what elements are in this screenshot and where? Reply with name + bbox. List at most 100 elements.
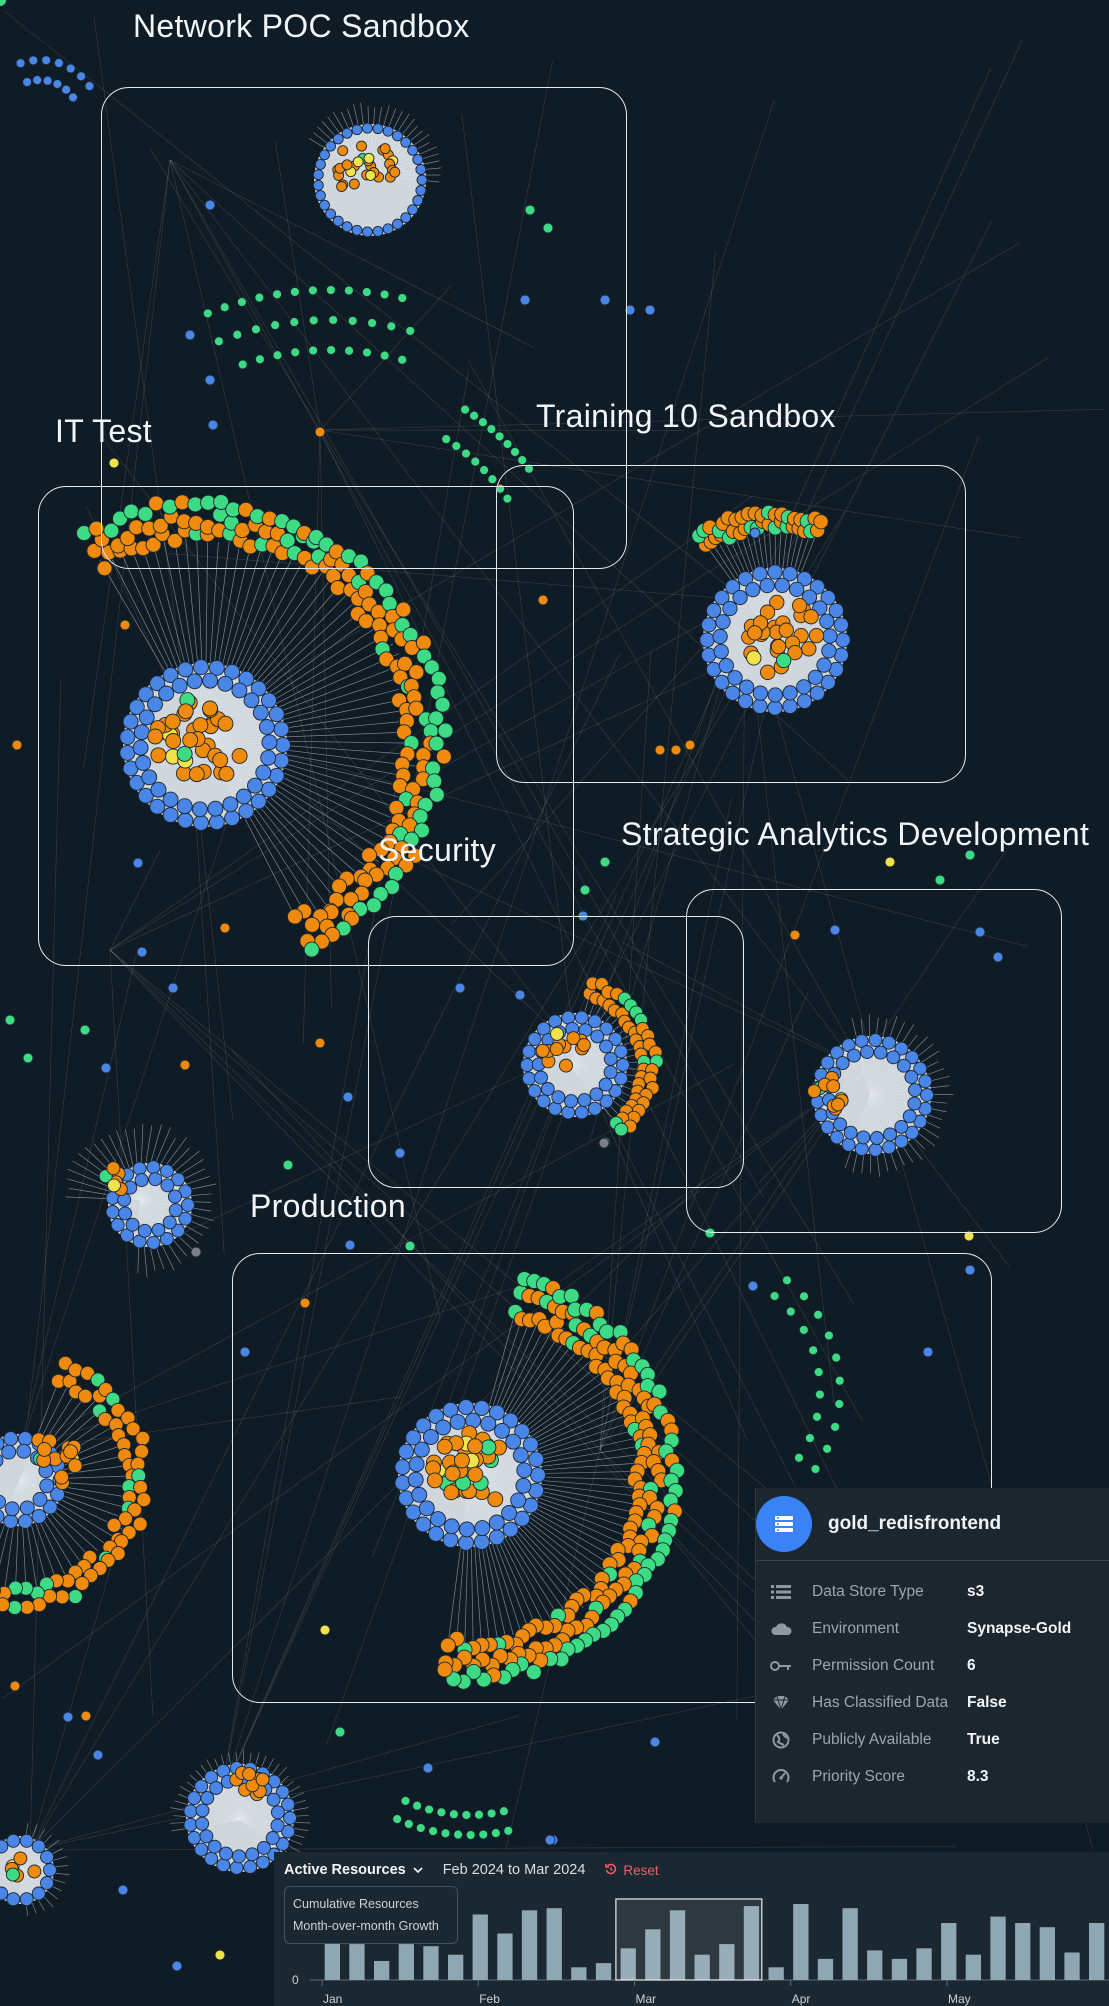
graph-node (171, 1960, 183, 1972)
group-label-production[interactable]: Production (250, 1188, 406, 1224)
timeline-bar (842, 1908, 858, 1980)
graph-node (451, 441, 462, 451)
graph-node (590, 1029, 605, 1044)
graph-node (831, 1352, 842, 1363)
graph-node (767, 564, 783, 580)
graph-node (722, 600, 738, 617)
graph-node (117, 1884, 129, 1896)
graph-node (470, 456, 481, 467)
graph-node (501, 1505, 518, 1521)
graph-node (453, 1452, 470, 1469)
cluster-left-lower (0, 1355, 152, 1615)
graph-node (178, 1211, 193, 1226)
gem-icon (768, 1693, 794, 1713)
graph-node (286, 908, 303, 925)
group-box-production[interactable] (232, 1253, 992, 1703)
graph-node (76, 71, 87, 82)
graph-node (829, 1130, 844, 1145)
reset-button[interactable]: Reset (605, 1863, 659, 1878)
timeline-bar (1089, 1923, 1105, 1980)
graph-node (332, 133, 344, 145)
graph-node (84, 81, 95, 92)
metric-option-cumulative[interactable]: Cumulative Resources (293, 1897, 419, 1911)
graph-node (67, 1458, 83, 1474)
edge-line (219, 38, 1023, 1801)
graph-node (168, 1203, 183, 1218)
detail-row-label: Publicly Available (812, 1730, 932, 1748)
graph-node (701, 617, 717, 633)
group-label-network-poc[interactable]: Network POC Sandbox (133, 8, 470, 44)
cluster-training10 (691, 504, 851, 716)
group-box-security[interactable] (368, 916, 744, 1188)
graph-node (400, 1795, 411, 1806)
graph-node (759, 604, 776, 620)
group-box-network-poc[interactable] (101, 87, 627, 569)
graph-node (835, 1056, 850, 1071)
date-range-label: Feb 2024 to Mar 2024 (442, 1862, 586, 1878)
graph-node (873, 1045, 888, 1060)
graph-node (435, 1419, 452, 1436)
graph-node (913, 1061, 928, 1076)
graph-node (243, 692, 260, 709)
group-label-training10[interactable]: Training 10 Sandbox (536, 398, 836, 434)
timeline-bar-chart[interactable]: 0 Jan Feb Mar Apr May (274, 1852, 1109, 2006)
graph-node (119, 619, 131, 631)
graph-node (908, 1083, 922, 1098)
graph-node (812, 1411, 822, 1422)
group-box-strategic[interactable] (686, 889, 1062, 1233)
graph-node (151, 1222, 166, 1237)
graph-node (813, 1367, 824, 1378)
graph-node (243, 1860, 258, 1874)
graph-node (822, 1443, 833, 1454)
graph-node (252, 704, 269, 721)
edge-line (109, 949, 809, 1634)
graph-node (299, 1297, 311, 1309)
clusters-layer (0, 0, 1004, 1972)
graph-node (808, 627, 825, 644)
graph-node (868, 1033, 883, 1048)
graph-node (654, 744, 666, 756)
graph-node (644, 304, 656, 316)
graph-node (724, 685, 741, 701)
graph-node (379, 143, 391, 155)
graph-node (428, 735, 445, 752)
graph-node (869, 1131, 884, 1145)
graph-node (902, 1109, 917, 1124)
graph-node (598, 1137, 610, 1149)
graph-node (112, 510, 128, 527)
graph-node (152, 517, 169, 534)
edge-line (326, 1049, 576, 1744)
group-box-it-test[interactable] (38, 486, 574, 966)
graph-node (103, 522, 120, 539)
graph-node (341, 127, 353, 139)
group-label-strategic[interactable]: Strategic Analytics Development (621, 816, 1090, 852)
graph-node (171, 1223, 186, 1238)
graph-node (342, 1091, 354, 1103)
graph-node (232, 1849, 246, 1864)
metric-select[interactable]: Active Resources (284, 1862, 423, 1878)
graph-node (250, 793, 267, 810)
graph-node (426, 1472, 443, 1489)
graph-node (487, 474, 498, 485)
edge-line (169, 159, 441, 1318)
graph-node (7, 1600, 23, 1615)
group-label-it-test[interactable]: IT Test (55, 413, 152, 449)
timeline-bar (497, 1933, 513, 1980)
graph-node (774, 577, 790, 594)
graph-node (184, 329, 196, 341)
group-label-security[interactable]: Security (378, 832, 496, 868)
metric-option-growth[interactable]: Month-over-month Growth (293, 1919, 439, 1933)
group-box-training10[interactable] (496, 465, 966, 783)
graph-node (127, 1502, 143, 1518)
graph-node (9, 1680, 21, 1692)
cluster-bottom-mid (0, 0, 311, 1875)
graph-node (752, 566, 768, 582)
graph-node (404, 1240, 416, 1252)
graph-node (167, 1189, 182, 1204)
graph-node (11, 739, 23, 751)
graph-node (814, 1389, 825, 1400)
graph-node (106, 1161, 121, 1176)
graph-node (684, 739, 696, 751)
detail-row-label: Has Classified Data (812, 1693, 949, 1711)
